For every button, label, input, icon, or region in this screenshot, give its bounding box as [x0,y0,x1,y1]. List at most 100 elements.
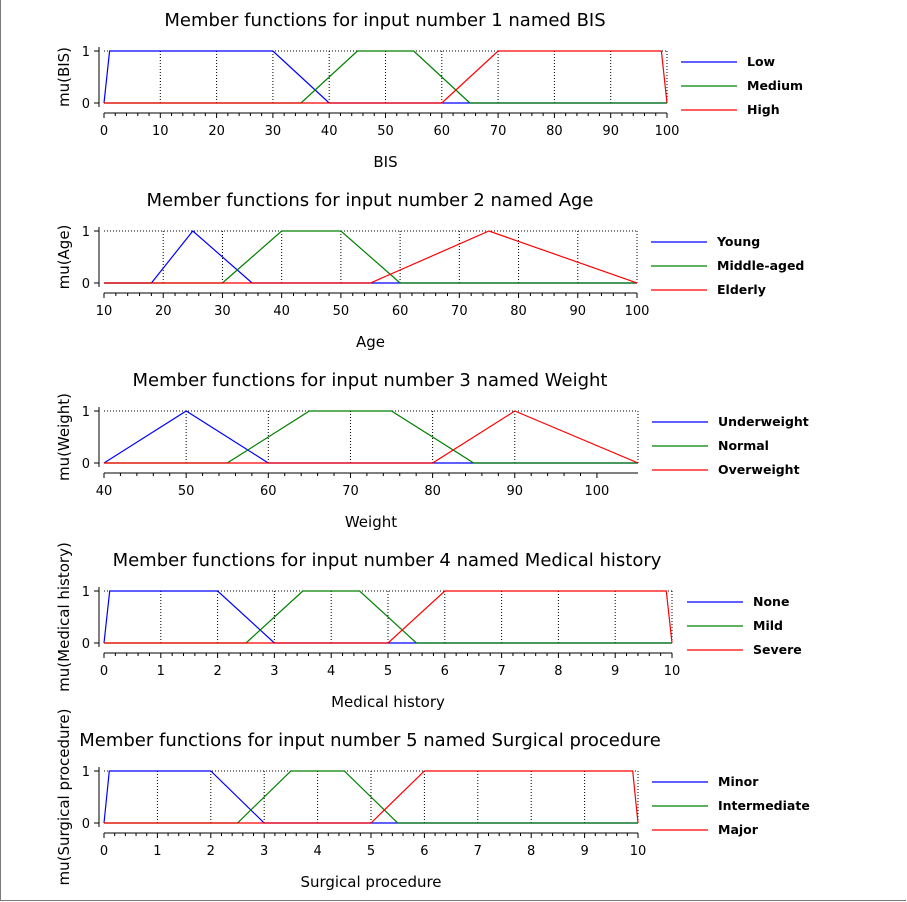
panel-5-x-tick-label: 9 [580,844,588,859]
panel-1-x-tick-label: 20 [208,124,225,139]
panel-3-legend-label: Underweight [718,414,809,429]
panel-4-x-tick-label: 8 [554,664,562,679]
panel-1-x-tick-label: 30 [265,124,282,139]
panel-4-series-mild [104,590,672,644]
panel-4-x-tick-label: 1 [157,664,165,679]
panel-4-y-label: mu(Medical history) [55,542,73,692]
panel-2-legend-label: Elderly [717,282,766,297]
panel-1-x-tick-label: 70 [490,124,507,139]
panel-4-x-tick-label: 10 [664,664,681,679]
panel-4-x-tick-label: 3 [270,664,278,679]
panel-1-series-high [104,50,668,104]
panel-3-x-tick-label: 70 [342,484,359,499]
panel-3-series-overweight [104,410,639,464]
panel-3-x-tick-label: 60 [260,484,277,499]
panel-4-y-tick-label: 0 [82,637,90,652]
panel-1-y-tick-label: 1 [82,45,90,60]
panel-3-x-tick-label: 50 [178,484,195,499]
panel-2-x-label: Age [356,333,385,351]
panel-1-series-low [103,50,667,104]
panel-4-x-tick-label: 2 [213,664,221,679]
panel-3-y-tick-label: 0 [82,457,90,472]
panel-1-series-medium [104,50,667,104]
panel-5-series-major [104,770,639,824]
panel-1-y-tick-label: 0 [82,97,90,112]
panel-4-x-tick-label: 4 [327,664,335,679]
panel-3-legend-label: Overweight [718,462,800,477]
panel-1-x-label: BIS [373,153,397,171]
panel-4-legend-label: Mild [753,618,783,633]
panel-1-x-tick-label: 10 [152,124,169,139]
panel-4-series-none [103,590,672,644]
panel-2-x-tick-label: 70 [451,304,468,319]
panel-5-series-minor [103,770,638,824]
panel-5-x-tick-label: 5 [367,844,375,859]
panel-2-x-tick-label: 10 [96,304,113,319]
panel-2-y-tick-label: 0 [82,277,90,292]
panel-5-x-tick-label: 4 [313,844,321,859]
panel-5-series-intermediate [104,770,638,824]
panel-2-x-tick-label: 90 [570,304,587,319]
panel-3-title: Member functions for input number 3 name… [133,370,608,391]
panel-5-y-tick-label: 1 [82,765,90,780]
panel-1-y-label: mu(BIS) [55,47,73,107]
panel-4-x-tick-label: 5 [384,664,392,679]
panel-1-legend-label: High [747,102,780,117]
panel-4-series-severe [104,590,673,644]
panel-5-y-tick-label: 0 [82,817,90,832]
panel-2-x-tick-label: 50 [333,304,350,319]
panel-2-x-tick-label: 60 [392,304,409,319]
panel-1-x-tick-label: 40 [321,124,338,139]
panel-3-series-normal [104,410,638,464]
panel-3-y-label: mu(Weight) [55,393,73,481]
panel-3-x-tick-label: 90 [506,484,523,499]
panel-2-x-tick-label: 40 [273,304,290,319]
panel-5-x-label: Surgical procedure [300,873,441,891]
panel-1-x-tick-label: 60 [434,124,451,139]
panel-4-y-tick-label: 1 [82,585,90,600]
panel-5-y-label: mu(Surgical procedure) [55,709,73,886]
panel-3-x-tick-label: 100 [585,484,610,499]
panel-2-x-tick-label: 30 [214,304,231,319]
panel-4-x-tick-label: 6 [441,664,449,679]
panel-1-title: Member functions for input number 1 name… [164,10,605,31]
panel-3-legend-label: Normal [718,438,769,453]
panel-4-x-tick-label: 0 [100,664,108,679]
panel-2-x-tick-label: 80 [510,304,527,319]
panel-1-x-tick-label: 50 [377,124,394,139]
panel-2-series-middle-aged [104,230,637,284]
panel-3-x-label: Weight [345,513,397,531]
panel-5-x-tick-label: 3 [260,844,268,859]
panel-5-x-tick-label: 0 [100,844,108,859]
panel-1-legend-label: Medium [747,78,803,93]
panel-3-series-underweight [103,410,638,464]
panel-5-legend-label: Minor [718,774,759,789]
panel-3-y-tick-label: 1 [82,405,90,420]
panel-4-title: Member functions for input number 4 name… [113,550,662,571]
panel-2-title: Member functions for input number 2 name… [146,190,593,211]
panel-4-x-tick-label: 9 [611,664,619,679]
panel-1-x-tick-label: 0 [100,124,108,139]
panel-5-legend-label: Major [718,822,759,837]
panel-1-x-tick-label: 80 [546,124,563,139]
panel-5-title: Member functions for input number 5 name… [79,730,661,751]
panel-1-legend-label: Low [747,54,776,69]
panel-3-x-tick-label: 80 [424,484,441,499]
panel-3-x-tick-label: 40 [96,484,113,499]
panel-5-x-tick-label: 8 [527,844,535,859]
panel-4-x-label: Medical history [331,693,445,711]
panel-5-x-tick-label: 1 [153,844,161,859]
panel-2-x-tick-label: 20 [155,304,172,319]
panel-5-x-tick-label: 7 [474,844,482,859]
panel-2-x-tick-label: 100 [625,304,650,319]
panel-5-legend-label: Intermediate [718,798,810,813]
panel-5-x-tick-label: 10 [630,844,647,859]
panel-2-legend-label: Young [716,234,760,249]
panel-5-x-tick-label: 6 [420,844,428,859]
panel-2-legend-label: Middle-aged [717,258,804,273]
panel-1-x-tick-label: 100 [655,124,680,139]
panel-2-y-label: mu(Age) [55,225,73,290]
panel-2-series-elderly [104,230,638,284]
